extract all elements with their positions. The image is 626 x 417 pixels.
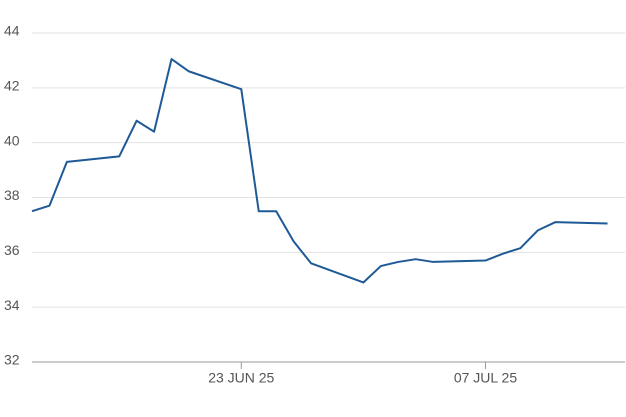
x-tick-label: 23 JUN 25 <box>208 370 274 386</box>
y-tick-label: 42 <box>4 78 20 94</box>
data-line <box>31 58 608 284</box>
y-tick-label: 32 <box>4 352 20 368</box>
x-tick-label: 07 JUL 25 <box>454 370 518 386</box>
y-tick-label: 38 <box>4 187 20 203</box>
y-tick-label: 36 <box>4 242 20 258</box>
y-tick-label: 44 <box>4 23 20 39</box>
y-tick-label: 40 <box>4 132 20 148</box>
y-tick-label: 34 <box>4 297 20 313</box>
